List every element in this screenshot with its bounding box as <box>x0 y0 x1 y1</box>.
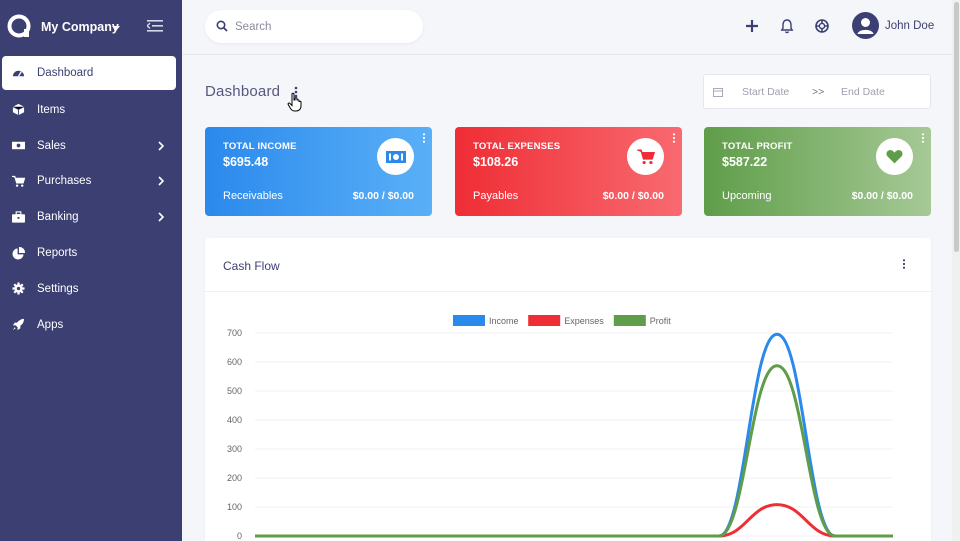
card-label: TOTAL INCOME <box>223 141 297 152</box>
company-switcher[interactable]: My Company <box>0 0 182 55</box>
page-title: Dashboard <box>205 83 281 100</box>
user-icon <box>857 18 874 34</box>
money-icon <box>12 139 25 152</box>
panel-title: Cash Flow <box>223 259 280 273</box>
rocket-icon <box>12 318 25 331</box>
company-name[interactable]: My Company <box>41 20 119 34</box>
cash-flow-chart: 0 100 200 300 400 500 600 700 Income Expenses Prof… <box>227 315 893 541</box>
money-icon <box>377 138 414 175</box>
help-lifebuoy-icon[interactable] <box>814 18 830 34</box>
legend-swatch-income <box>453 315 485 326</box>
search-input[interactable] <box>235 18 405 36</box>
y-tick-label: 400 <box>227 415 242 425</box>
total-income-card: TOTAL INCOME $695.48 Receivables $0.00 /… <box>205 127 432 216</box>
legend-label: Expenses <box>564 316 604 326</box>
sidebar-item-label: Dashboard <box>37 67 94 79</box>
date-separator: >> <box>812 86 825 98</box>
sidebar-item-apps[interactable]: Apps <box>0 307 182 343</box>
sidebar-item-label: Apps <box>37 318 64 331</box>
y-tick-label: 500 <box>227 386 242 396</box>
cube-icon <box>12 103 25 116</box>
series-line-income <box>254 332 893 538</box>
kebab-menu-icon[interactable] <box>902 259 906 269</box>
briefcase-icon <box>12 211 25 224</box>
card-sub-value: $0.00 / $0.00 <box>602 190 664 202</box>
sidebar-item-settings[interactable]: Settings <box>0 271 182 307</box>
y-tick-label: 100 <box>227 502 242 512</box>
sidebar-item-label: Settings <box>37 282 79 295</box>
caret-down-icon[interactable] <box>112 26 120 31</box>
search-box[interactable] <box>205 10 423 43</box>
card-sub-label: Receivables <box>223 190 283 202</box>
sidebar: My Company Dashboard Items Sales <box>0 0 182 541</box>
kebab-menu-icon[interactable] <box>422 133 426 143</box>
sidebar-nav: Dashboard Items Sales Purchases <box>0 56 182 343</box>
sidebar-item-banking[interactable]: Banking <box>0 199 182 235</box>
cart-icon <box>12 175 25 188</box>
y-tick-label: 600 <box>227 357 242 367</box>
divider <box>205 291 931 292</box>
sidebar-item-label: Banking <box>37 211 79 224</box>
series-line-expenses <box>254 503 893 538</box>
y-tick-label: 700 <box>227 328 242 338</box>
legend-label: Profit <box>650 316 672 326</box>
dashboard-icon <box>12 67 25 80</box>
sidebar-item-reports[interactable]: Reports <box>0 235 182 271</box>
user-name[interactable]: John Doe <box>885 20 935 32</box>
date-range-picker[interactable]: Start Date >> End Date <box>703 74 931 109</box>
sidebar-item-label: Reports <box>37 247 78 260</box>
heart-icon <box>876 138 913 175</box>
pie-chart-icon <box>12 246 25 260</box>
menu-collapse-icon[interactable] <box>147 19 163 33</box>
card-value: $695.48 <box>223 155 269 169</box>
y-tick-label: 200 <box>227 473 242 483</box>
card-sub-label: Payables <box>473 190 519 202</box>
hand-cursor-icon <box>287 92 302 112</box>
chevron-right-icon <box>158 212 165 222</box>
legend-label: Income <box>489 316 519 326</box>
end-date-field[interactable]: End Date <box>841 86 885 98</box>
app-logo-icon <box>7 14 31 38</box>
legend-swatch-profit <box>613 315 646 326</box>
y-tick-label: 0 <box>237 531 242 541</box>
total-profit-card: TOTAL PROFIT $587.22 Upcoming $0.00 / $0… <box>704 127 931 216</box>
sidebar-item-dashboard[interactable]: Dashboard <box>2 56 176 90</box>
start-date-field[interactable]: Start Date <box>742 86 790 98</box>
sidebar-item-sales[interactable]: Sales <box>0 128 182 164</box>
calendar-icon <box>713 88 723 97</box>
sidebar-item-label: Sales <box>37 139 66 152</box>
kebab-menu-icon[interactable] <box>921 133 925 143</box>
chevron-right-icon <box>158 141 165 151</box>
sidebar-item-label: Items <box>37 103 66 116</box>
legend-swatch-expenses <box>528 315 561 326</box>
series-line-profit <box>254 364 893 538</box>
kebab-menu-icon[interactable] <box>293 86 299 100</box>
card-sub-label: Upcoming <box>722 190 772 202</box>
scrollbar-thumb[interactable] <box>954 2 959 252</box>
bell-icon[interactable] <box>779 18 795 34</box>
scrollbar-track[interactable] <box>952 0 960 541</box>
plus-icon[interactable] <box>744 18 760 34</box>
sidebar-item-items[interactable]: Items <box>0 92 182 128</box>
kebab-menu-icon[interactable] <box>672 133 676 143</box>
y-tick-label: 300 <box>227 444 242 454</box>
card-sub-value: $0.00 / $0.00 <box>851 190 913 202</box>
card-label: TOTAL EXPENSES <box>473 141 561 152</box>
total-expenses-card: TOTAL EXPENSES $108.26 Payables $0.00 / … <box>455 127 682 216</box>
avatar[interactable] <box>852 12 879 39</box>
chevron-right-icon <box>158 176 165 187</box>
card-sub-value: $0.00 / $0.00 <box>352 190 414 202</box>
card-value: $108.26 <box>473 155 519 169</box>
card-label: TOTAL PROFIT <box>722 141 793 152</box>
card-value: $587.22 <box>722 155 768 169</box>
cart-icon <box>627 138 664 175</box>
sidebar-item-purchases[interactable]: Purchases <box>0 164 182 200</box>
top-bar: John Doe <box>182 0 960 55</box>
gear-icon <box>12 282 25 295</box>
search-icon <box>216 20 228 32</box>
cash-flow-panel: Cash Flow 0 100 200 300 400 500 600 700 Income Ex… <box>205 238 931 541</box>
sidebar-item-label: Purchases <box>37 175 92 188</box>
